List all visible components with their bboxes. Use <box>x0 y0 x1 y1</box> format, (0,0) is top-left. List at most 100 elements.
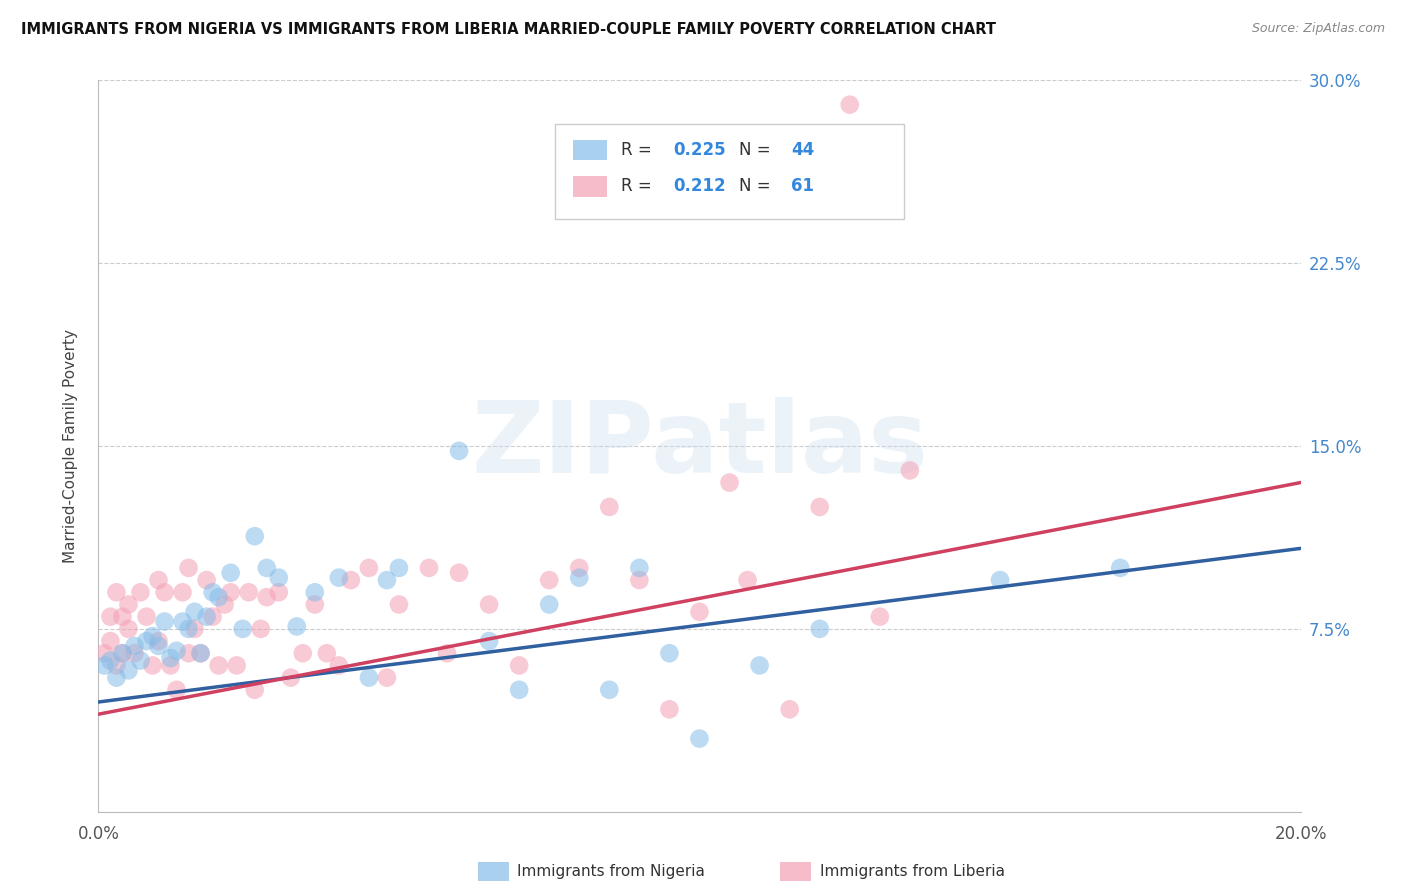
Point <box>153 585 176 599</box>
Point <box>100 609 122 624</box>
Text: 0.225: 0.225 <box>673 141 725 159</box>
Point <box>111 646 134 660</box>
Text: 44: 44 <box>790 141 814 159</box>
Point <box>285 619 308 633</box>
Point <box>135 609 157 624</box>
Point <box>183 605 205 619</box>
FancyBboxPatch shape <box>574 139 607 160</box>
Point <box>478 634 501 648</box>
Point <box>418 561 440 575</box>
Point <box>304 598 326 612</box>
Point <box>267 585 290 599</box>
Point <box>214 598 236 612</box>
Point <box>166 682 188 697</box>
Point <box>598 500 620 514</box>
Point <box>153 615 176 629</box>
FancyBboxPatch shape <box>555 124 904 219</box>
Point <box>201 609 224 624</box>
Point <box>100 634 122 648</box>
Point <box>219 585 242 599</box>
Point <box>208 658 231 673</box>
Point <box>869 609 891 624</box>
Point <box>375 671 398 685</box>
Point <box>328 571 350 585</box>
Point <box>183 622 205 636</box>
Point <box>208 590 231 604</box>
Point <box>628 573 651 587</box>
Text: ZIPatlas: ZIPatlas <box>471 398 928 494</box>
Point <box>280 671 302 685</box>
FancyBboxPatch shape <box>574 176 607 196</box>
Point <box>232 622 254 636</box>
Point <box>737 573 759 587</box>
Point <box>718 475 741 490</box>
Point <box>658 702 681 716</box>
Text: 61: 61 <box>790 178 814 195</box>
Text: 0.212: 0.212 <box>673 178 725 195</box>
Point <box>111 646 134 660</box>
Point <box>447 443 470 458</box>
Point <box>225 658 247 673</box>
Point <box>249 622 271 636</box>
Point <box>628 561 651 575</box>
Point <box>538 573 561 587</box>
Point <box>256 590 278 604</box>
Point <box>357 561 380 575</box>
Point <box>141 629 163 643</box>
Point <box>159 651 181 665</box>
Point <box>195 573 218 587</box>
Point <box>195 609 218 624</box>
Point <box>478 598 501 612</box>
Point <box>129 654 152 668</box>
Point <box>658 646 681 660</box>
Point <box>135 634 157 648</box>
Point <box>243 529 266 543</box>
Point <box>447 566 470 580</box>
Point <box>508 658 530 673</box>
Point <box>177 622 200 636</box>
Point <box>111 609 134 624</box>
Point <box>148 639 170 653</box>
Point <box>808 622 831 636</box>
Text: Immigrants from Liberia: Immigrants from Liberia <box>820 864 1005 879</box>
Point <box>93 646 115 660</box>
Point <box>988 573 1011 587</box>
Point <box>172 615 194 629</box>
Point <box>105 671 128 685</box>
Point <box>219 566 242 580</box>
Point <box>100 654 122 668</box>
Text: N =: N = <box>740 178 776 195</box>
Text: N =: N = <box>740 141 776 159</box>
Point <box>689 605 711 619</box>
Point <box>105 585 128 599</box>
Point <box>1109 561 1132 575</box>
Text: R =: R = <box>621 178 658 195</box>
Point <box>172 585 194 599</box>
Y-axis label: Married-Couple Family Poverty: Married-Couple Family Poverty <box>63 329 77 563</box>
Point <box>315 646 337 660</box>
Point <box>93 658 115 673</box>
Point <box>190 646 212 660</box>
Point <box>117 663 139 677</box>
Point <box>748 658 770 673</box>
Point <box>159 658 181 673</box>
Point <box>291 646 314 660</box>
Point <box>568 561 591 575</box>
Point <box>304 585 326 599</box>
Point <box>166 644 188 658</box>
Point <box>340 573 363 587</box>
Point <box>598 682 620 697</box>
Point <box>838 97 860 112</box>
Point <box>177 646 200 660</box>
Point <box>689 731 711 746</box>
Text: R =: R = <box>621 141 658 159</box>
Point <box>508 682 530 697</box>
Point <box>568 571 591 585</box>
Text: IMMIGRANTS FROM NIGERIA VS IMMIGRANTS FROM LIBERIA MARRIED-COUPLE FAMILY POVERTY: IMMIGRANTS FROM NIGERIA VS IMMIGRANTS FR… <box>21 22 995 37</box>
Point <box>124 639 146 653</box>
Point <box>436 646 458 660</box>
Point <box>129 585 152 599</box>
Point <box>256 561 278 575</box>
Point <box>148 573 170 587</box>
Point <box>898 463 921 477</box>
